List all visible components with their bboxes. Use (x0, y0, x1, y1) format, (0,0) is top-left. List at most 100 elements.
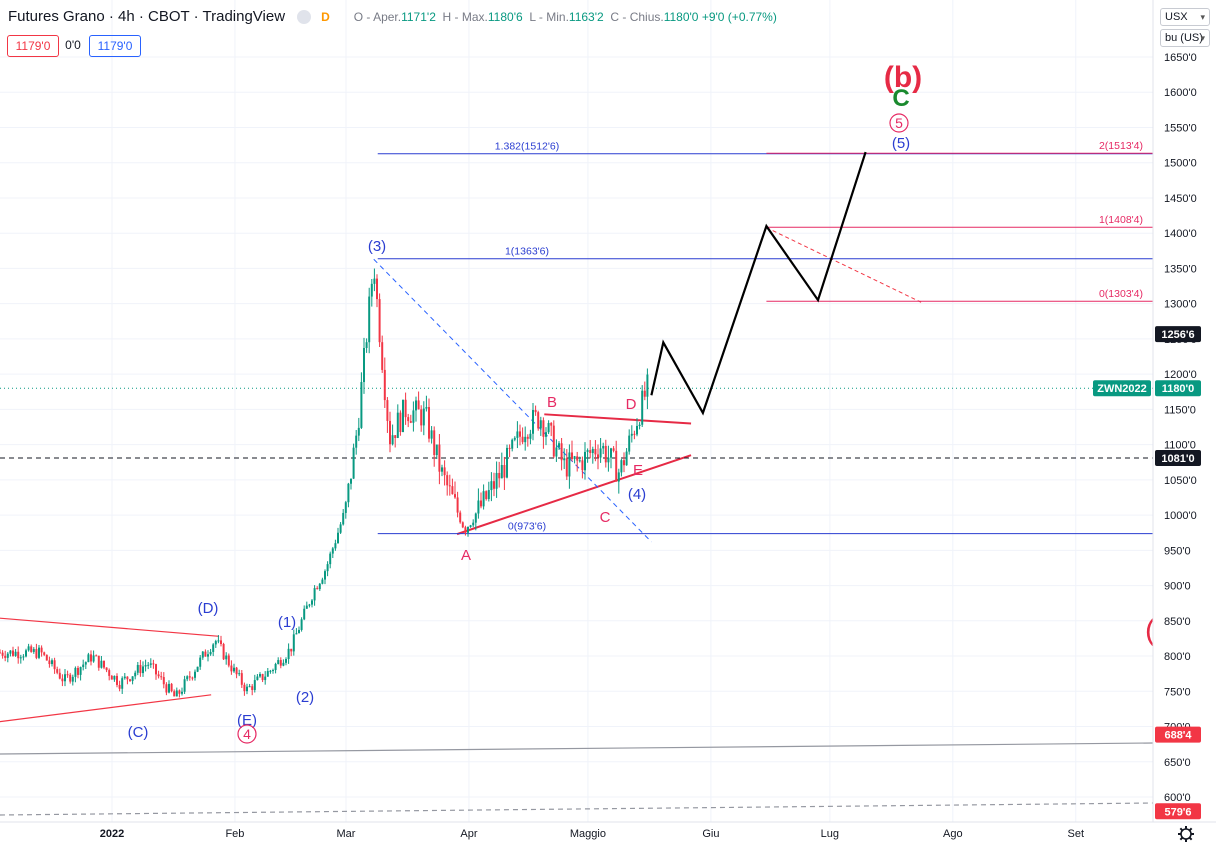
candle-body (118, 684, 121, 689)
fib-level-label: 2(1513'4) (1099, 140, 1143, 152)
candle-body (396, 412, 399, 438)
candle-body (493, 481, 495, 489)
fib-level-label: 1(1408'4) (1099, 214, 1143, 226)
y-tick-label: 1550'0 (1164, 122, 1197, 134)
candle-body (552, 425, 555, 457)
symbol-tag-label: ZWN2022 (1097, 383, 1147, 395)
candle-body (308, 604, 311, 606)
candle-body (253, 680, 256, 690)
candle-body (324, 571, 326, 580)
sell-price-button[interactable]: 1179'0 (7, 35, 59, 57)
candle-body (264, 676, 267, 681)
buy-price-button[interactable]: 1179'0 (89, 35, 141, 57)
candle-body (571, 452, 573, 460)
candle-body (329, 553, 332, 565)
candle-body (633, 433, 636, 435)
symbol-title[interactable]: Futures Grano · 4h · CBOT · TradingView (8, 8, 286, 25)
fib-level-label: 1.382(1512'6) (495, 141, 559, 153)
x-tick-label: Set (1068, 828, 1085, 840)
wave-label: 4 (243, 726, 251, 742)
wave-label-circle (889, 113, 909, 133)
price-tag (1155, 450, 1201, 467)
gear-icon[interactable] (1178, 826, 1194, 842)
wave-label: 5 (895, 115, 903, 131)
candle-body (157, 674, 160, 677)
candle-body (230, 665, 233, 672)
price-tag-label: 688'4 (1164, 730, 1192, 742)
candle-body (246, 686, 248, 692)
long-trend-line (0, 742, 1154, 755)
candle-body (131, 676, 134, 681)
fib-level-label: 1(1363'6) (505, 246, 549, 258)
candle-body (103, 660, 105, 668)
candle-body (409, 421, 412, 423)
candle-body (84, 662, 87, 665)
candle-body (373, 278, 376, 284)
candle-body (459, 512, 462, 523)
candle-body (266, 671, 269, 677)
candle-body (498, 472, 501, 479)
candle-body (19, 657, 22, 659)
candle-body (404, 399, 407, 418)
candle-body (45, 654, 48, 661)
candle-body (225, 655, 228, 660)
candle-body (526, 436, 529, 439)
candle-body (40, 647, 43, 653)
candle-body (386, 400, 389, 421)
candle-body (147, 664, 150, 666)
wave-label-circle (237, 724, 257, 744)
candle-body (152, 663, 155, 665)
candle-body (448, 485, 451, 487)
candle-body (402, 399, 404, 433)
candle-body (584, 451, 586, 471)
candle-body (438, 444, 441, 472)
candle-body (4, 655, 7, 658)
candle-body (318, 583, 321, 590)
candle-body (578, 460, 581, 462)
candle-body (235, 667, 238, 675)
candle-body (134, 672, 137, 677)
currency-select[interactable]: USX (1160, 8, 1210, 26)
candle-body (53, 660, 56, 670)
x-tick-label: Mar (337, 828, 356, 840)
candle-body (467, 526, 469, 533)
candle-body (9, 650, 12, 654)
candle-body (623, 460, 625, 466)
candle-body (110, 675, 113, 680)
candle-body (199, 657, 202, 667)
price-tag-label: 579'6 (1164, 806, 1191, 818)
dashed-trend-line (373, 258, 652, 543)
candle-body (12, 650, 14, 656)
candle-body (534, 410, 537, 413)
wave-labels: (b)C5(5)(3)B DE(4)CA(D)(1)(2)(C)(E)4( (128, 61, 1155, 744)
high-label: H - Max. (442, 9, 488, 24)
candle-body (474, 513, 477, 523)
candle-body (604, 445, 607, 463)
candle-body (415, 400, 417, 411)
y-tick-label: 600'0 (1164, 792, 1191, 804)
candle-body (35, 649, 38, 658)
candle-body (638, 424, 641, 426)
candle-body (155, 664, 157, 675)
candle-body (194, 671, 196, 678)
fib-level-label: 0(1303'4) (1099, 288, 1143, 300)
candle-body (277, 660, 280, 664)
candle-body (420, 409, 423, 426)
candle-body (38, 647, 40, 658)
interval-badge[interactable]: D (321, 9, 330, 24)
candle-body (170, 683, 173, 692)
candle-body (643, 390, 646, 397)
candle-body (129, 679, 131, 681)
y-tick-label: 1200'0 (1164, 369, 1197, 381)
wave-label: (4) (628, 486, 646, 503)
candle-body (383, 369, 386, 401)
candle-body (334, 543, 337, 549)
unit-select[interactable]: bu (US) (1160, 29, 1210, 47)
wave-label: C (892, 85, 909, 112)
candle-body (485, 491, 488, 500)
open-label: O - Aper. (353, 9, 402, 24)
wave-label: (2) (296, 689, 314, 706)
candle-body (30, 646, 33, 652)
candle-body (350, 478, 352, 484)
